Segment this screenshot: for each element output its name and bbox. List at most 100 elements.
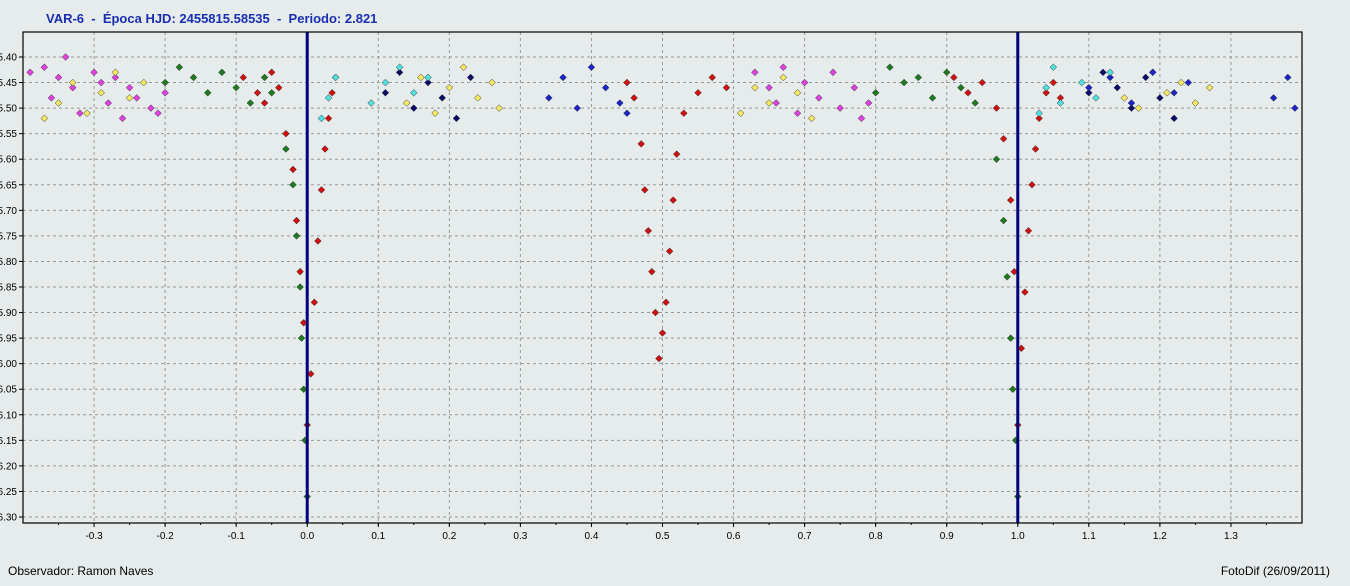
data-point [161, 89, 169, 97]
x-tick-label: -0.1 [228, 531, 246, 542]
data-point [1009, 385, 1017, 393]
data-point [1184, 78, 1193, 87]
data-point [90, 68, 98, 77]
data-point [630, 94, 638, 102]
data-point [26, 68, 34, 77]
x-tick-label: 0.9 [940, 531, 954, 542]
data-point [1156, 94, 1164, 102]
data-point [260, 99, 269, 107]
data-point [246, 99, 255, 107]
data-point [61, 53, 70, 61]
data-point [1024, 227, 1033, 235]
data-point [402, 99, 411, 107]
x-axis-ticks: -0.3 -0.2 -0.1 0.0 0.1 0.2 0.3 0.4 0.5 0.6 0.7 0.8 0… [58, 523, 1267, 542]
data-point [1031, 145, 1040, 153]
y-tick-label: 15.40 [0, 53, 17, 64]
data-point [1170, 114, 1178, 123]
y-axis-ticks: 15.40 15.45 15.50 15.55 15.60 15.65 15.70 15.75… [0, 53, 23, 524]
data-point [669, 196, 677, 204]
data-point [232, 83, 240, 92]
y-tick-label: 15.90 [0, 308, 17, 319]
data-point [1006, 196, 1015, 204]
x-tick-label: 1.0 [1011, 531, 1025, 542]
data-point [321, 145, 329, 153]
data-point [871, 89, 880, 97]
y-tick-label: 15.80 [0, 257, 17, 268]
data-point [125, 94, 134, 102]
x-tick-label: 0.1 [371, 531, 385, 542]
data-point [800, 78, 809, 87]
data-point [282, 145, 290, 153]
data-point [722, 83, 731, 92]
data-point [1170, 89, 1178, 97]
data-point [999, 135, 1008, 143]
data-point [282, 129, 290, 138]
y-tick-label: 15.70 [0, 206, 17, 217]
data-point [104, 99, 113, 107]
data-point [118, 114, 127, 123]
data-point [765, 99, 773, 107]
software-label: FotoDif (26/09/2011) [1220, 564, 1330, 578]
x-tick-label: 0.3 [513, 531, 527, 542]
data-point [154, 109, 162, 117]
data-point [474, 94, 482, 102]
data-point [289, 165, 297, 174]
data-point [1291, 104, 1299, 112]
data-point [1042, 83, 1050, 92]
data-point [651, 308, 660, 317]
data-point [175, 63, 184, 71]
data-point [793, 109, 802, 117]
data-point [1035, 114, 1043, 123]
data-point [928, 94, 937, 102]
data-point [694, 89, 702, 97]
data-point [76, 109, 84, 117]
data-point [488, 78, 496, 87]
data-point [253, 89, 262, 97]
y-tick-label: 16.10 [0, 410, 17, 421]
data-point [1127, 104, 1136, 112]
data-point [1085, 89, 1093, 97]
data-point [289, 181, 297, 189]
data-point [324, 94, 333, 102]
data-point [751, 68, 759, 77]
data-point [779, 63, 788, 71]
data-point [40, 114, 49, 123]
data-point [1120, 94, 1129, 102]
data-point [275, 83, 283, 92]
data-point [850, 83, 859, 92]
data-point [296, 283, 304, 291]
y-tick-label: 16.20 [0, 461, 17, 472]
y-tick-label: 16.25 [0, 487, 17, 498]
data-point [559, 73, 567, 82]
data-point [331, 73, 340, 82]
data-point [992, 155, 1001, 163]
data-point [1049, 78, 1058, 87]
data-point [125, 83, 134, 92]
data-point [665, 247, 674, 255]
data-point [297, 334, 306, 342]
data-point [410, 89, 418, 97]
data-point [431, 109, 439, 117]
data-point [616, 99, 624, 107]
y-tick-label: 16.15 [0, 436, 17, 447]
data-point [623, 109, 631, 117]
x-tick-label: 0.8 [869, 531, 883, 542]
data-point [573, 104, 581, 112]
data-point [292, 232, 301, 240]
grid-lines [23, 32, 1302, 523]
data-point [815, 94, 823, 102]
data-point [900, 78, 908, 87]
data-point [40, 63, 49, 71]
x-tick-label: 0.6 [727, 531, 741, 542]
data-point [864, 99, 873, 107]
data-point [957, 83, 965, 92]
data-point [111, 68, 120, 77]
data-point [296, 267, 304, 276]
data-point [68, 78, 77, 87]
data-point [1134, 104, 1143, 112]
data-point [1077, 78, 1086, 87]
data-point [1149, 68, 1157, 77]
y-tick-label: 15.95 [0, 334, 17, 345]
data-point [964, 89, 972, 97]
